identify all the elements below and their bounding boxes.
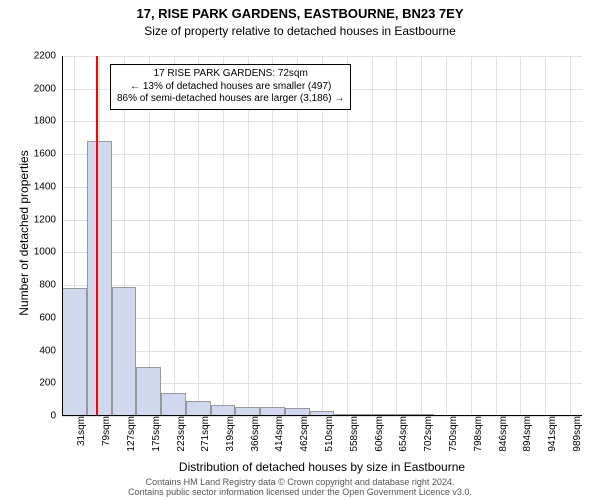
x-tick-label: 510sqm xyxy=(322,416,335,452)
x-tick-label: 989sqm xyxy=(570,416,583,452)
annotation-line2: ← 13% of detached houses are smaller (49… xyxy=(117,81,344,94)
histogram-chart: 0200400600800100012001400160018002000220… xyxy=(62,56,582,416)
y-axis xyxy=(62,56,63,416)
histogram-bar xyxy=(136,367,161,416)
copyright-notice: Contains HM Land Registry data © Crown c… xyxy=(0,478,600,498)
histogram-bar xyxy=(87,141,112,416)
y-tick-label: 200 xyxy=(39,378,62,389)
grid-line xyxy=(396,56,397,416)
x-tick-label: 798sqm xyxy=(471,416,484,452)
grid-line xyxy=(570,56,571,416)
y-tick-label: 2200 xyxy=(34,51,62,62)
annotation-line1: 17 RISE PARK GARDENS: 72sqm xyxy=(117,68,344,81)
grid-line xyxy=(421,56,422,416)
x-tick-label: 414sqm xyxy=(272,416,285,452)
y-tick-label: 2000 xyxy=(34,83,62,94)
grid-line xyxy=(545,56,546,416)
histogram-bar xyxy=(112,287,137,416)
y-tick-label: 1000 xyxy=(34,247,62,258)
grid-line xyxy=(198,56,199,416)
page: 17, RISE PARK GARDENS, EASTBOURNE, BN23 … xyxy=(0,0,600,500)
page-subtitle: Size of property relative to detached ho… xyxy=(0,24,600,38)
grid-line xyxy=(471,56,472,416)
y-tick-label: 0 xyxy=(50,411,62,422)
x-tick-label: 462sqm xyxy=(297,416,310,452)
reference-line xyxy=(96,56,98,416)
annotation-box: 17 RISE PARK GARDENS: 72sqm← 13% of deta… xyxy=(110,64,351,110)
y-tick-label: 400 xyxy=(39,345,62,356)
grid-line xyxy=(248,56,249,416)
histogram-bar xyxy=(161,393,186,416)
y-tick-label: 800 xyxy=(39,280,62,291)
y-tick-label: 1600 xyxy=(34,149,62,160)
x-tick-label: 846sqm xyxy=(496,416,509,452)
x-tick-label: 319sqm xyxy=(223,416,236,452)
y-tick-label: 1200 xyxy=(34,214,62,225)
y-tick-label: 600 xyxy=(39,312,62,323)
grid-line xyxy=(347,56,348,416)
x-tick-label: 366sqm xyxy=(248,416,261,452)
x-tick-label: 702sqm xyxy=(421,416,434,452)
x-tick-label: 223sqm xyxy=(174,416,187,452)
page-title: 17, RISE PARK GARDENS, EASTBOURNE, BN23 … xyxy=(0,6,600,21)
copyright-line1: Contains HM Land Registry data © Crown c… xyxy=(146,477,455,487)
grid-line xyxy=(174,56,175,416)
grid-line xyxy=(372,56,373,416)
x-tick-label: 606sqm xyxy=(372,416,385,452)
x-axis xyxy=(62,415,582,416)
grid-line xyxy=(322,56,323,416)
x-tick-label: 79sqm xyxy=(99,416,112,446)
grid-line xyxy=(496,56,497,416)
x-tick-label: 127sqm xyxy=(124,416,137,452)
x-tick-label: 558sqm xyxy=(347,416,360,452)
histogram-bar xyxy=(62,288,87,416)
x-tick-label: 175sqm xyxy=(149,416,162,452)
y-tick-label: 1800 xyxy=(34,116,62,127)
x-tick-label: 271sqm xyxy=(198,416,211,452)
grid-line xyxy=(149,56,150,416)
grid-line xyxy=(272,56,273,416)
x-tick-label: 941sqm xyxy=(545,416,558,452)
x-axis-label: Distribution of detached houses by size … xyxy=(62,460,582,474)
grid-line xyxy=(446,56,447,416)
x-tick-label: 894sqm xyxy=(520,416,533,452)
histogram-bar xyxy=(186,401,211,416)
y-tick-label: 1400 xyxy=(34,181,62,192)
y-axis-label: Number of detached properties xyxy=(17,133,31,333)
grid-line xyxy=(520,56,521,416)
x-tick-label: 750sqm xyxy=(446,416,459,452)
plot-area: 0200400600800100012001400160018002000220… xyxy=(62,56,582,416)
x-tick-label: 31sqm xyxy=(74,416,87,446)
annotation-line3: 86% of semi-detached houses are larger (… xyxy=(117,93,344,106)
grid-line xyxy=(297,56,298,416)
copyright-line2: Contains public sector information licen… xyxy=(128,487,472,497)
x-tick-label: 654sqm xyxy=(396,416,409,452)
grid-line xyxy=(223,56,224,416)
